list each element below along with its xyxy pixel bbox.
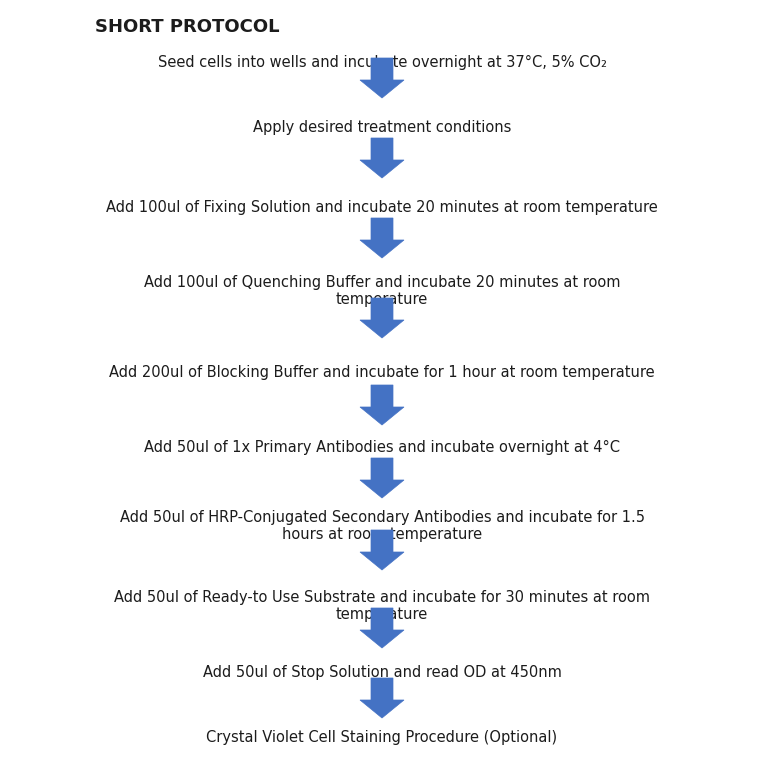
Polygon shape xyxy=(360,298,404,338)
Text: Add 100ul of Quenching Buffer and incubate 20 minutes at room
temperature: Add 100ul of Quenching Buffer and incuba… xyxy=(144,275,620,307)
Text: Add 50ul of Ready-to Use Substrate and incubate for 30 minutes at room
temperatu: Add 50ul of Ready-to Use Substrate and i… xyxy=(114,590,650,623)
Text: Add 50ul of Stop Solution and read OD at 450nm: Add 50ul of Stop Solution and read OD at… xyxy=(202,665,562,680)
Polygon shape xyxy=(360,218,404,258)
Text: Add 100ul of Fixing Solution and incubate 20 minutes at room temperature: Add 100ul of Fixing Solution and incubat… xyxy=(106,200,658,215)
Polygon shape xyxy=(360,530,404,570)
Text: Add 50ul of 1x Primary Antibodies and incubate overnight at 4°C: Add 50ul of 1x Primary Antibodies and in… xyxy=(144,440,620,455)
Text: SHORT PROTOCOL: SHORT PROTOCOL xyxy=(95,18,280,36)
Polygon shape xyxy=(360,385,404,425)
Text: Apply desired treatment conditions: Apply desired treatment conditions xyxy=(253,120,511,135)
Polygon shape xyxy=(360,678,404,718)
Polygon shape xyxy=(360,58,404,98)
Text: Crystal Violet Cell Staining Procedure (Optional): Crystal Violet Cell Staining Procedure (… xyxy=(206,730,558,745)
Text: Seed cells into wells and incubate overnight at 37°C, 5% CO₂: Seed cells into wells and incubate overn… xyxy=(157,55,607,70)
Polygon shape xyxy=(360,458,404,498)
Text: Add 50ul of HRP-Conjugated Secondary Antibodies and incubate for 1.5
hours at ro: Add 50ul of HRP-Conjugated Secondary Ant… xyxy=(119,510,645,542)
Polygon shape xyxy=(360,608,404,648)
Text: Add 200ul of Blocking Buffer and incubate for 1 hour at room temperature: Add 200ul of Blocking Buffer and incubat… xyxy=(109,365,655,380)
Polygon shape xyxy=(360,138,404,178)
